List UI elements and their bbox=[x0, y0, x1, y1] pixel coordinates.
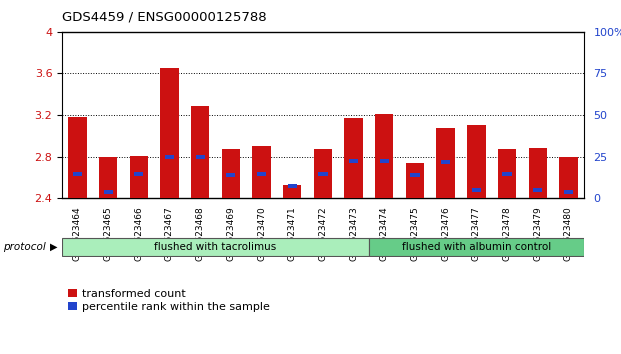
Bar bbox=[130, 156, 148, 198]
Bar bbox=[406, 163, 424, 198]
Text: protocol: protocol bbox=[3, 242, 46, 252]
Text: flushed with albumin control: flushed with albumin control bbox=[402, 241, 551, 252]
Bar bbox=[191, 106, 209, 198]
Bar bbox=[99, 156, 117, 198]
Bar bbox=[467, 125, 486, 198]
Bar bbox=[257, 172, 266, 176]
Bar bbox=[533, 188, 542, 192]
Text: flushed with tacrolimus: flushed with tacrolimus bbox=[155, 241, 276, 252]
Bar bbox=[349, 159, 358, 163]
Bar bbox=[502, 172, 512, 176]
Text: ▶: ▶ bbox=[50, 242, 57, 252]
Bar bbox=[375, 114, 394, 198]
Bar bbox=[252, 146, 271, 198]
Bar bbox=[222, 149, 240, 198]
Bar bbox=[564, 190, 573, 194]
Bar bbox=[226, 173, 235, 177]
Bar bbox=[288, 184, 297, 188]
Bar bbox=[134, 172, 143, 176]
Bar bbox=[498, 149, 516, 198]
Bar bbox=[369, 238, 584, 256]
Bar bbox=[319, 172, 327, 176]
Bar bbox=[345, 118, 363, 198]
Bar bbox=[379, 159, 389, 163]
Bar bbox=[441, 160, 450, 164]
Text: GDS4459 / ENSG00000125788: GDS4459 / ENSG00000125788 bbox=[62, 11, 267, 24]
Bar bbox=[196, 155, 205, 159]
Bar bbox=[314, 149, 332, 198]
Bar bbox=[73, 172, 82, 176]
Bar bbox=[528, 148, 547, 198]
Bar bbox=[472, 188, 481, 192]
Bar bbox=[437, 127, 455, 198]
Legend: transformed count, percentile rank within the sample: transformed count, percentile rank withi… bbox=[68, 289, 270, 312]
Bar bbox=[68, 117, 87, 198]
Bar bbox=[559, 156, 578, 198]
Bar bbox=[62, 238, 369, 256]
Bar bbox=[104, 190, 113, 194]
Bar bbox=[410, 173, 420, 177]
Bar bbox=[283, 185, 301, 198]
Bar bbox=[160, 68, 179, 198]
Bar bbox=[165, 155, 174, 159]
